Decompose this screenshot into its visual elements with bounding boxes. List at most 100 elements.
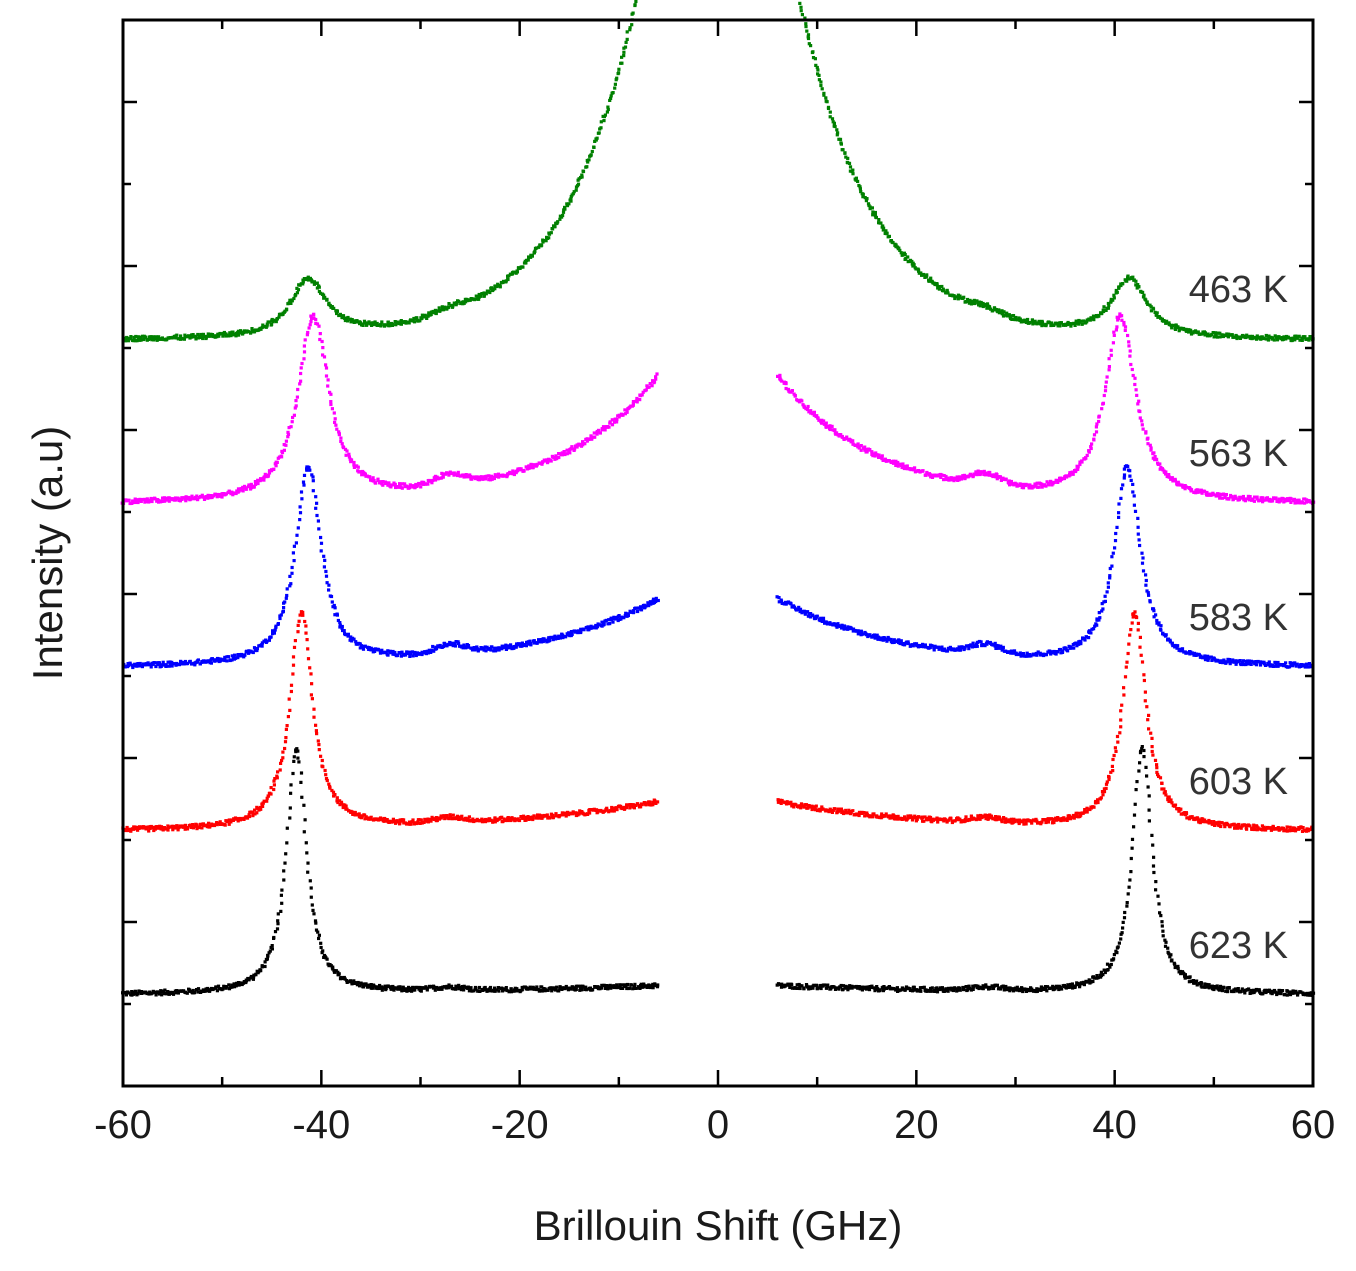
data-point xyxy=(201,332,205,336)
data-point xyxy=(490,477,494,481)
data-point xyxy=(934,645,938,649)
data-point xyxy=(426,651,430,655)
data-point xyxy=(1076,811,1080,815)
data-point xyxy=(1274,663,1278,667)
data-point xyxy=(174,336,178,340)
data-point xyxy=(905,464,909,468)
data-point xyxy=(557,989,561,993)
data-point xyxy=(890,640,895,645)
data-point xyxy=(1094,430,1099,434)
data-point xyxy=(135,339,139,343)
data-point xyxy=(546,988,550,992)
data-point xyxy=(400,650,404,654)
data-point xyxy=(389,651,393,655)
data-point xyxy=(481,646,485,650)
data-point xyxy=(1222,493,1226,497)
data-point xyxy=(999,478,1003,482)
data-point xyxy=(358,984,362,988)
data-point xyxy=(1092,627,1096,631)
data-point xyxy=(923,643,927,647)
data-point xyxy=(986,813,990,818)
data-point xyxy=(221,987,225,991)
data-point xyxy=(1176,967,1180,971)
data-point xyxy=(1158,776,1163,780)
data-point xyxy=(302,344,306,348)
data-point xyxy=(132,500,136,505)
data-point xyxy=(1214,821,1218,825)
data-point xyxy=(1218,495,1222,499)
data-point xyxy=(474,986,478,990)
data-point xyxy=(1128,878,1132,882)
data-point xyxy=(865,985,869,989)
data-point xyxy=(484,649,488,653)
data-point xyxy=(1226,823,1230,827)
data-point xyxy=(256,481,260,486)
data-point xyxy=(135,825,139,829)
data-point xyxy=(844,437,848,441)
data-point xyxy=(234,656,238,660)
data-point xyxy=(1131,373,1135,378)
data-point xyxy=(978,817,982,821)
data-point xyxy=(1100,609,1104,613)
data-point xyxy=(1198,655,1202,659)
data-point xyxy=(272,787,276,792)
data-point xyxy=(923,473,928,477)
data-point xyxy=(267,469,272,473)
data-point xyxy=(880,457,884,461)
data-point xyxy=(1173,645,1177,649)
data-point xyxy=(820,421,824,425)
data-point xyxy=(212,987,216,991)
data-point xyxy=(1157,902,1161,906)
data-point xyxy=(188,660,192,664)
data-point xyxy=(504,986,508,990)
data-point xyxy=(251,328,255,333)
data-point xyxy=(945,649,950,653)
data-point xyxy=(1119,725,1123,729)
data-point xyxy=(284,443,288,447)
data-point xyxy=(1289,497,1293,501)
data-point xyxy=(493,820,497,824)
data-point xyxy=(548,638,552,642)
data-point xyxy=(1107,777,1111,782)
data-point xyxy=(784,382,788,386)
data-point xyxy=(1097,414,1101,418)
data-point xyxy=(1000,648,1004,652)
data-point xyxy=(255,648,259,653)
data-point xyxy=(206,493,210,497)
data-point xyxy=(515,469,520,473)
data-point xyxy=(217,657,221,661)
data-point xyxy=(902,817,906,821)
data-point xyxy=(255,805,259,809)
data-point xyxy=(1067,985,1071,989)
data-point xyxy=(140,334,145,338)
data-point xyxy=(367,646,371,650)
data-point xyxy=(1149,731,1153,735)
data-point xyxy=(817,418,821,422)
data-point xyxy=(856,632,860,636)
data-point xyxy=(1163,790,1167,794)
data-point xyxy=(339,439,343,443)
data-point xyxy=(455,814,459,818)
data-point xyxy=(1108,566,1112,571)
data-point xyxy=(291,663,296,667)
data-point xyxy=(340,802,344,806)
data-point xyxy=(532,639,536,643)
data-point xyxy=(1047,817,1052,821)
data-point xyxy=(248,814,252,819)
data-point xyxy=(858,985,862,989)
data-point xyxy=(383,650,387,654)
data-point xyxy=(168,336,172,340)
data-point xyxy=(322,355,327,359)
data-point xyxy=(586,812,590,816)
data-point xyxy=(283,600,287,604)
data-point xyxy=(218,493,222,497)
data-point xyxy=(202,497,207,501)
data-point xyxy=(1173,962,1177,966)
data-point xyxy=(1155,618,1159,623)
data-point xyxy=(885,639,889,643)
data-point xyxy=(995,477,999,481)
data-point xyxy=(520,988,524,992)
data-point xyxy=(136,992,140,996)
data-point xyxy=(345,979,349,983)
data-point xyxy=(540,989,544,993)
